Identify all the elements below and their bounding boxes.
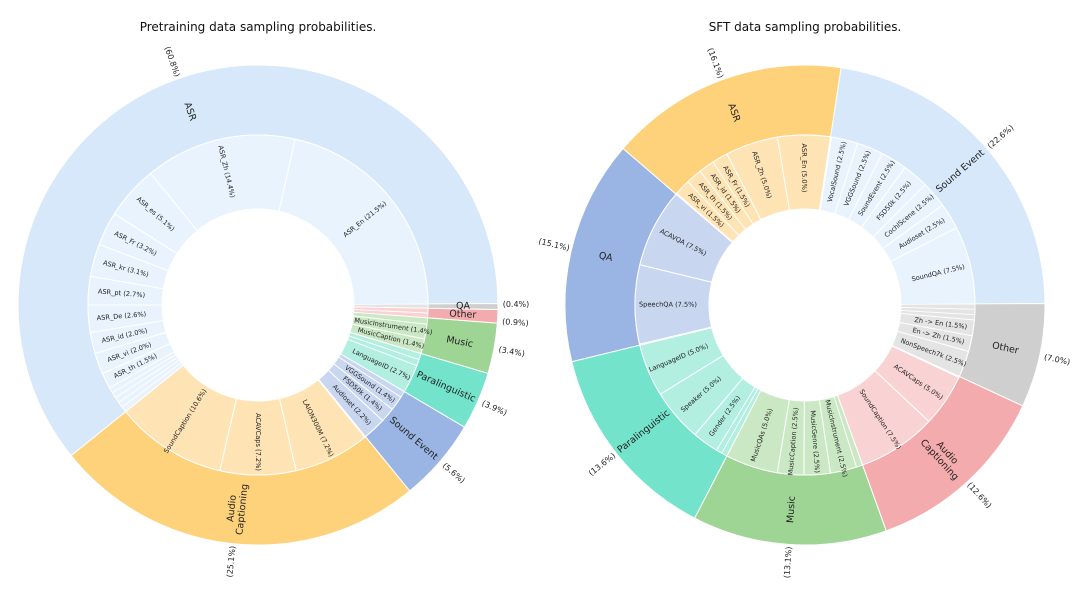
percent-label: (16.1%) — [706, 47, 725, 80]
inner-label: SpeechQA (7.5%) — [639, 300, 697, 308]
outer-label: AudioCaptioning — [223, 482, 250, 535]
percent-label: (7.0%) — [1043, 352, 1071, 366]
outer-label: Other — [449, 309, 477, 321]
percent-label: (25.1%) — [225, 545, 237, 577]
percent-label: (0.4%) — [503, 300, 530, 309]
percent-label: (3.4%) — [498, 345, 526, 359]
inner-segment — [278, 138, 429, 306]
sunburst-chart-1 — [17, 64, 499, 546]
outer-label: Music — [785, 496, 798, 524]
chart-title: SFT data sampling probabilities. — [709, 20, 902, 34]
outer-label: QA — [598, 250, 615, 264]
chart-title: Pretraining data sampling probabilities. — [140, 20, 377, 34]
percent-label: (3.9%) — [480, 399, 508, 418]
inner-segment-minor — [900, 303, 976, 310]
inner-label: ASR_pt (2.7%) — [98, 287, 146, 299]
percent-label: (13.1%) — [782, 546, 793, 578]
percent-label: (60.8%) — [163, 45, 182, 78]
inner-label: ASR_En (5.0%) — [800, 144, 808, 193]
inner-segment-minor — [353, 303, 429, 309]
percent-label: (22.6%) — [986, 123, 1016, 150]
percent-label: (15.1%) — [538, 237, 571, 253]
outer-label: Music — [445, 334, 474, 350]
percent-label: (12.6%) — [965, 481, 993, 510]
percent-label: (13.6%) — [587, 451, 617, 478]
inner-label: ACAVCaps (7.2%) — [254, 413, 262, 471]
outer-label-line: Audio — [225, 494, 239, 522]
percent-label: (0.9%) — [502, 317, 529, 328]
percent-label: (5.6%) — [441, 461, 467, 485]
sunburst-chart-2 — [564, 64, 1046, 546]
outer-label-line: Captioning — [234, 483, 250, 535]
outer-label: QA — [456, 301, 471, 312]
